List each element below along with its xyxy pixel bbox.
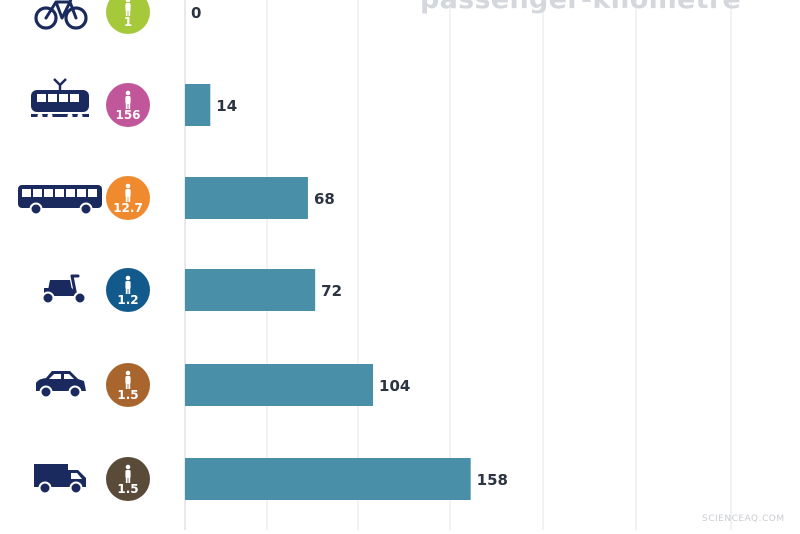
value-label: 72 <box>321 282 342 300</box>
value-label: 14 <box>216 97 237 115</box>
occupancy-label: 1.5 <box>117 482 138 496</box>
watermark: SCIENCEAQ.COM <box>702 514 785 524</box>
occupancy-circle <box>106 268 150 312</box>
person-icon <box>125 464 131 470</box>
chart-title: passenger-kilometre <box>420 0 741 15</box>
value-label: 0 <box>191 4 201 22</box>
person-icon <box>125 275 131 281</box>
value-label: 104 <box>379 377 410 395</box>
occupancy-label: 156 <box>115 108 140 122</box>
value-label: 158 <box>477 471 508 489</box>
occupancy-label: 1.2 <box>117 293 138 307</box>
scooter-icon <box>41 274 87 305</box>
occupancy-badge: 156 <box>106 83 150 127</box>
occupancy-badge: 1 <box>106 0 150 34</box>
car-icon <box>36 371 86 399</box>
occupancy-label: 1 <box>124 15 132 29</box>
bus-icon <box>18 185 102 216</box>
person-icon <box>125 0 131 3</box>
bicycle-icon <box>34 0 88 30</box>
value-label: 68 <box>314 190 335 208</box>
occupancy-label: 1.5 <box>117 388 138 402</box>
van-icon <box>34 464 86 495</box>
bar-scooter <box>185 269 316 311</box>
person-icon <box>125 90 131 96</box>
person-icon <box>125 370 131 376</box>
occupancy-badge: 12.7 <box>106 176 150 220</box>
bar-van <box>185 458 471 500</box>
occupancy-circle <box>106 363 150 407</box>
occupancy-circle <box>106 0 150 34</box>
bar-car <box>185 364 374 406</box>
occupancy-circle <box>106 176 150 220</box>
bar-tram <box>185 84 211 126</box>
occupancy-badge: 1.5 <box>106 457 150 501</box>
occupancy-label: 12.7 <box>113 201 143 215</box>
person-icon <box>125 183 131 189</box>
occupancy-circle <box>106 83 150 127</box>
occupancy-badge: 1.2 <box>106 268 150 312</box>
bar-bus <box>185 177 308 219</box>
tram-icon <box>31 78 89 119</box>
occupancy-badge: 1.5 <box>106 363 150 407</box>
occupancy-circle <box>106 457 150 501</box>
